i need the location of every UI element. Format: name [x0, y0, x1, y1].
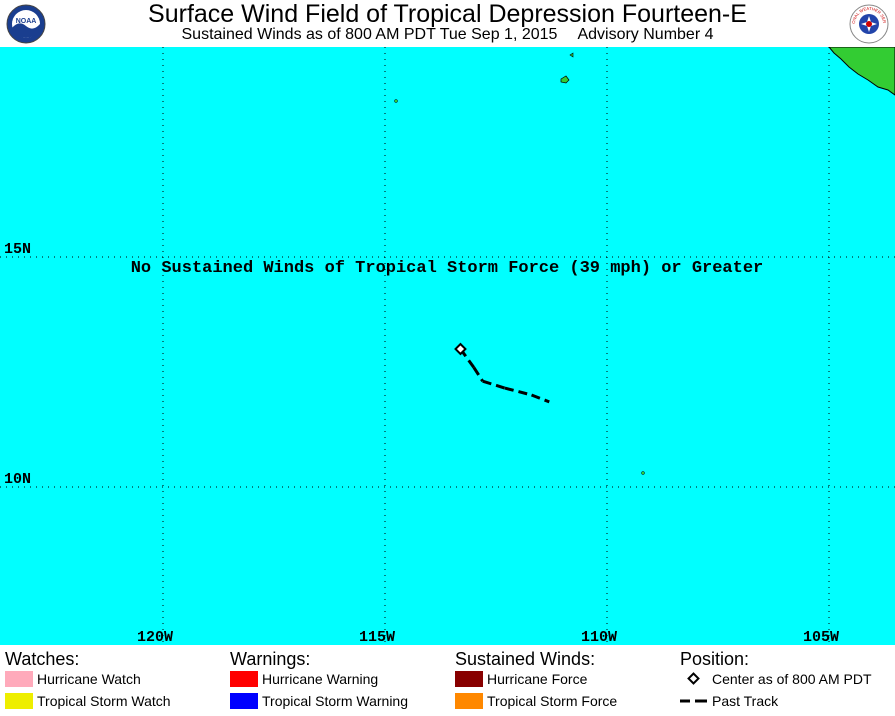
- center-label: Center as of 800 AM PDT: [712, 671, 872, 687]
- land-mexico-coast: [828, 47, 895, 96]
- legend-watches-heading: Watches:: [5, 649, 80, 669]
- tropical-storm-watch-swatch: [5, 693, 33, 709]
- storm-center-marker: [454, 342, 467, 356]
- land-island-roca-partida: [394, 99, 398, 103]
- legend: Watches: Hurricane Watch Tropical Storm …: [0, 645, 895, 716]
- lon-label-120w: 120W: [137, 629, 173, 645]
- legend-warnings-heading: Warnings:: [230, 649, 311, 669]
- map-panel: 15N 10N 120W 115W 110W 105W No Sustained Win…: [0, 47, 895, 645]
- ocean: [0, 47, 895, 645]
- nws-logo: NATIONAL WEATHER SERVICE: [849, 4, 889, 44]
- noaa-logo: NOAA: [6, 4, 46, 44]
- latitude-labels: 15N 10N: [4, 241, 31, 488]
- tropical-storm-force-label: Tropical Storm Force: [487, 693, 618, 709]
- legend-winds-heading: Sustained Winds:: [455, 649, 596, 669]
- lon-label-105w: 105W: [803, 629, 839, 645]
- lat-label-15n: 15N: [4, 241, 31, 258]
- land-island-clarion: [641, 471, 645, 475]
- track-segment: [504, 386, 532, 397]
- subtitle-advisory: Advisory Number 4: [577, 26, 714, 43]
- legend-position-heading: Position:: [680, 649, 750, 669]
- map-title: Surface Wind Field of Tropical Depressio…: [148, 0, 747, 28]
- tropical-storm-warning-label: Tropical Storm Warning: [262, 693, 409, 709]
- tropical-storm-warning-swatch: [230, 693, 258, 709]
- hurricane-warning-label: Hurricane Warning: [262, 671, 379, 687]
- land-island-socorro: [560, 75, 570, 84]
- track-segment: [472, 366, 484, 383]
- hurricane-force-label: Hurricane Force: [487, 671, 588, 687]
- no-tropical-storm-winds-message: No Sustained Winds of Tropical Storm For…: [131, 259, 764, 278]
- hurricane-watch-label: Hurricane Watch: [37, 671, 141, 687]
- lat-label-10n: 10N: [4, 471, 31, 488]
- hurricane-force-swatch: [455, 671, 483, 687]
- noaa-logo-text: NOAA: [16, 18, 37, 25]
- track-segment: [482, 379, 506, 390]
- graticule: [0, 47, 895, 645]
- longitude-labels: 120W 115W 110W 105W: [137, 629, 839, 645]
- header: NOAA Surface Wind Field of Tropical Depr…: [0, 0, 895, 47]
- hurricane-watch-swatch: [5, 671, 33, 687]
- tropical-storm-watch-label: Tropical Storm Watch: [37, 693, 171, 709]
- track-segment: [530, 393, 550, 404]
- lon-label-110w: 110W: [581, 629, 617, 645]
- land-island-san-benedicto: [569, 52, 574, 58]
- past-track-label: Past Track: [712, 693, 779, 709]
- subtitle-time: Sustained Winds as of 800 AM PDT Tue Sep…: [181, 26, 558, 43]
- map-subtitle: Sustained Winds as of 800 AM PDT Tue Sep…: [0, 25, 895, 45]
- center-diamond-icon: [687, 672, 700, 685]
- tropical-storm-force-swatch: [455, 693, 483, 709]
- past-track-dash-icon: [680, 699, 707, 703]
- lon-label-115w: 115W: [359, 629, 395, 645]
- hurricane-warning-swatch: [230, 671, 258, 687]
